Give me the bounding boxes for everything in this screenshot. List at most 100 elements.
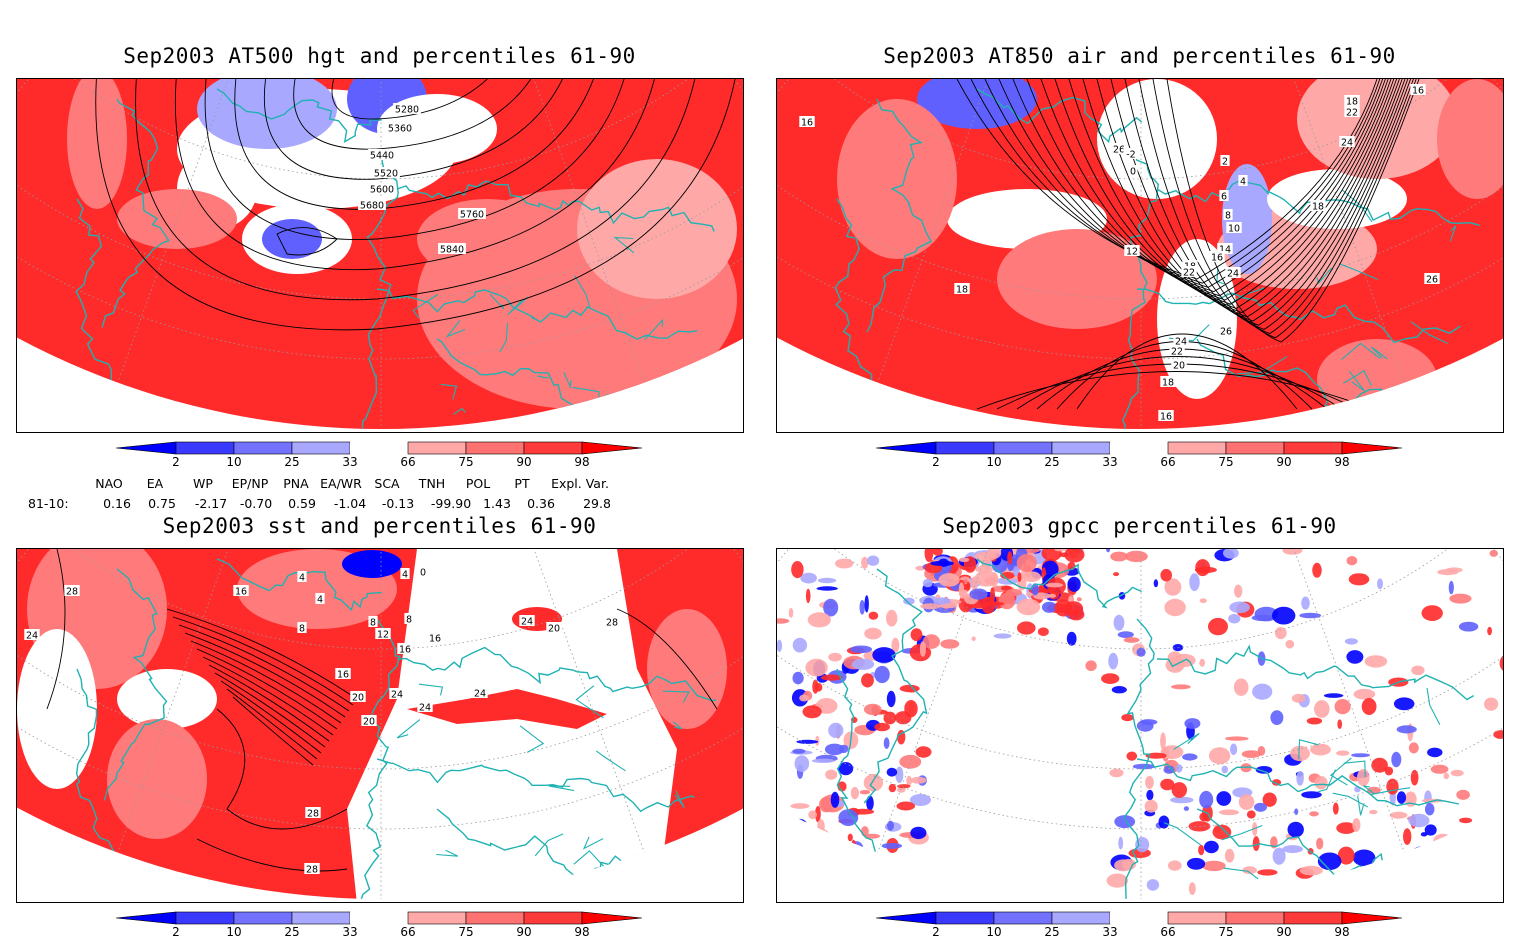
map-panel-sst: 28 24 16 4 4 8 8 12 16 20 24 28 28 16 16 20 24 24 20 24 28 8 0…: [16, 548, 744, 903]
precip-patch: [1353, 688, 1376, 700]
contour-label: 28: [306, 865, 318, 876]
contour-label: 4: [299, 573, 305, 584]
contour-line: [1124, 79, 1412, 330]
precip-patch: [1306, 717, 1323, 725]
precip-patch: [1291, 693, 1306, 703]
colorbar-swatches: [115, 441, 643, 455]
precip-patch: [1484, 697, 1499, 711]
colorbar-segment: [993, 441, 1053, 455]
contour-label: 5760: [460, 210, 484, 221]
precip-patch: [1389, 867, 1403, 877]
colorbar-sst: 2 10 25 33 66 75 90 98: [115, 910, 646, 942]
precip-patch: [1146, 879, 1160, 891]
colorbar-tick-label: 75: [458, 925, 474, 939]
precip-patch: [1045, 582, 1064, 588]
anomaly-patch: [117, 669, 217, 729]
precip-patch: [1121, 858, 1136, 870]
contour-label: 16: [399, 645, 411, 656]
precip-patch: [895, 766, 904, 783]
colorbar-segment: [1167, 911, 1227, 925]
colorbar-tick-label: 98: [1334, 455, 1350, 469]
precip-patch: [1054, 549, 1068, 552]
precip-patch: [1270, 710, 1284, 725]
country-border: [1343, 760, 1366, 778]
precip-patch: [910, 826, 927, 840]
contour-line: [970, 79, 1381, 284]
country-border: [418, 683, 444, 696]
precip-patch: [794, 755, 810, 772]
precip-patch: [1337, 846, 1355, 865]
colorbar-segment: [407, 441, 467, 455]
contour-label-bg: [418, 566, 428, 577]
precip-patch: [1489, 549, 1498, 557]
country-border: [563, 372, 572, 389]
contour-label: 16: [429, 634, 441, 645]
precip-patch: [1493, 730, 1503, 739]
country-border: [1298, 739, 1319, 760]
coastline: [1122, 618, 1155, 899]
precip-patch: [1252, 836, 1260, 852]
contour-label: 20: [363, 717, 375, 728]
coastline: [376, 288, 698, 340]
country-border: [1237, 356, 1288, 375]
precip-patch: [1022, 571, 1041, 582]
colorbar-arrow-high: [581, 441, 643, 455]
precip-patch: [1016, 598, 1041, 616]
precip-patch: [1450, 769, 1464, 777]
country-border: [626, 391, 660, 406]
precip-patch: [839, 744, 849, 754]
precip-patch: [820, 674, 843, 681]
contour-label: 20: [548, 624, 560, 635]
index-header: TNH: [418, 476, 446, 491]
coastline: [863, 568, 928, 804]
precip-patch: [1403, 828, 1412, 845]
contour-line: [1026, 79, 1392, 301]
contour-label: 4: [402, 570, 408, 581]
precip-patch: [1041, 601, 1057, 613]
precip-patch: [919, 641, 926, 657]
anomaly-patch: [577, 159, 737, 299]
contour-label: 16: [801, 118, 813, 129]
country-border: [634, 855, 663, 882]
precip-patch: [1424, 824, 1437, 836]
anomaly-patch: [917, 79, 1037, 129]
contour-label: 26: [1113, 145, 1125, 156]
precip-patch: [1301, 791, 1322, 799]
precip-patch: [886, 609, 898, 627]
contour-label: 28: [66, 587, 78, 598]
index-value: -0.70: [239, 496, 273, 511]
precip-patch: [1294, 808, 1299, 815]
contour-label-bg: [1160, 376, 1176, 387]
anomaly-patch: [342, 550, 402, 578]
contour-line: [208, 664, 330, 742]
contour-label-bg: [472, 687, 488, 698]
precip-patch: [1461, 834, 1485, 844]
contour-label-bg: [417, 701, 433, 712]
country-border: [575, 685, 604, 719]
colorbar-segment: [1051, 441, 1111, 455]
country-border: [1449, 225, 1457, 242]
precip-patch: [1123, 637, 1140, 643]
precip-patch: [1257, 869, 1278, 876]
precip-patch: [932, 549, 943, 556]
precip-patch: [1296, 770, 1304, 786]
precip-patch: [792, 748, 806, 754]
precip-patch: [1442, 847, 1451, 857]
contour-label-bg: [1128, 165, 1138, 176]
index-header: NAO: [95, 476, 123, 491]
precip-patch: [859, 790, 871, 795]
precip-patch: [819, 796, 834, 813]
precip-patch: [799, 694, 809, 702]
colorbar-segment: [407, 911, 467, 925]
colorbar-arrow-low: [115, 441, 177, 455]
precip-patch: [1310, 743, 1331, 756]
precip-patch: [811, 758, 835, 763]
index-value: 0.16: [103, 496, 131, 511]
parallel-line: [17, 549, 743, 830]
index-header: PNA: [283, 476, 309, 491]
precip-patch: [1296, 881, 1317, 894]
colorbar-segment: [935, 911, 995, 925]
precip-patch: [1085, 660, 1097, 671]
contour-label: 24: [419, 703, 431, 714]
precip-patch: [1199, 658, 1205, 667]
